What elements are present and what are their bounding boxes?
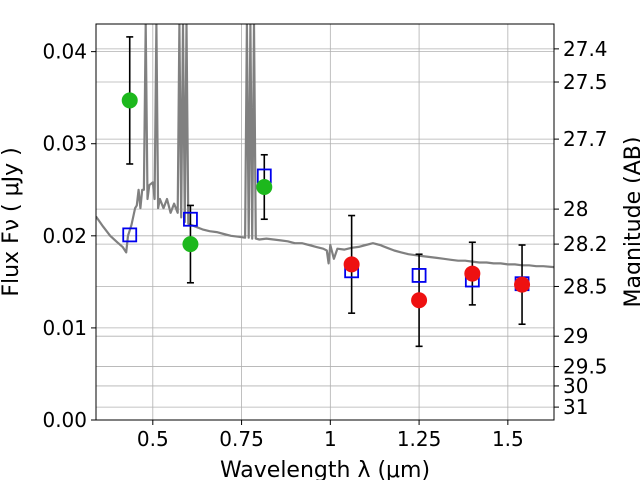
right-tick-label: 29.5	[563, 355, 608, 379]
right-tick-label: 28	[563, 197, 588, 221]
right-tick-label: 28.5	[563, 274, 608, 298]
right-tick-label: 27.7	[563, 127, 608, 151]
right-tick-label: 31	[563, 395, 588, 419]
x-tick-label: 1	[324, 427, 337, 451]
x-tick-label: 1.5	[492, 427, 524, 451]
model-square-marker	[411, 268, 427, 283]
red-data-point	[343, 256, 360, 273]
model-spectrum-layer	[96, 24, 554, 269]
right-tick-label: 28.2	[563, 232, 608, 256]
y-tick-label: 0.04	[42, 40, 87, 64]
x-tick-label: 1.25	[397, 427, 442, 451]
grid	[96, 24, 554, 421]
green-data-point	[256, 179, 273, 196]
right-tick-label: 27.4	[563, 37, 608, 61]
red-data-point	[411, 292, 428, 309]
green-data-point	[182, 236, 199, 253]
data-markers	[121, 92, 531, 309]
x-tick-label: 0.75	[219, 427, 264, 451]
x-axis-label: Wavelength λ (μm)	[220, 458, 430, 480]
y-tick-label: 0.03	[42, 132, 87, 156]
right-tick-label: 27.5	[563, 70, 608, 94]
y-tick-label: 0.01	[42, 316, 87, 340]
right-tick-label: 29	[563, 324, 588, 348]
y-axis-label: Flux Fν ( μJy )	[0, 147, 24, 296]
model-square-marker	[183, 211, 198, 227]
y-tick-label: 0.00	[42, 408, 87, 432]
plot-frame	[95, 23, 555, 421]
red-data-point	[514, 276, 531, 293]
model-spectrum-line	[96, 24, 554, 269]
green-data-point	[121, 92, 138, 109]
y-axis-ticks: 0.00 0.01 0.02 0.03 0.04	[42, 40, 96, 432]
x-axis-ticks: 0.5 0.75 1 1.25 1.5	[137, 420, 524, 451]
right-tick-label: 30	[563, 374, 588, 398]
model-square-marker	[122, 227, 138, 243]
right-axis-label: Magnitude (AB)	[621, 137, 640, 308]
y-tick-label: 0.02	[42, 224, 87, 248]
x-tick-label: 0.5	[137, 427, 169, 451]
red-data-point	[464, 265, 481, 282]
